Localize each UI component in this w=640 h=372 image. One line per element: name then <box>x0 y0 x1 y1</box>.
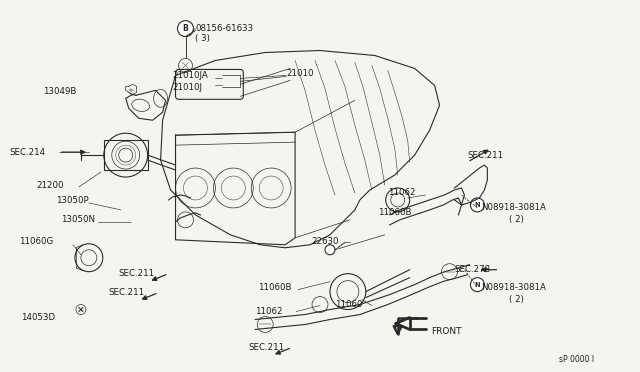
Text: N: N <box>475 282 480 288</box>
Circle shape <box>325 245 335 255</box>
Text: 11060B: 11060B <box>258 283 292 292</box>
Text: 13050P: 13050P <box>56 196 88 205</box>
Circle shape <box>470 278 484 292</box>
Text: 11062: 11062 <box>255 307 283 316</box>
Text: ( 2): ( 2) <box>509 295 524 304</box>
Text: SEC.211: SEC.211 <box>119 269 155 278</box>
Circle shape <box>470 198 484 212</box>
Text: sP 0000 I: sP 0000 I <box>559 355 594 364</box>
Text: B: B <box>182 24 188 33</box>
Text: ( 3): ( 3) <box>195 34 211 43</box>
Circle shape <box>177 20 193 36</box>
Text: ( 2): ( 2) <box>509 215 524 224</box>
Text: 13050N: 13050N <box>61 215 95 224</box>
Text: 14053D: 14053D <box>21 313 55 322</box>
Text: 11062: 11062 <box>388 189 415 198</box>
Text: N08918-3081A: N08918-3081A <box>481 283 547 292</box>
Text: 11060: 11060 <box>335 300 362 309</box>
Text: 11060G: 11060G <box>19 237 53 246</box>
Text: 21010: 21010 <box>286 69 314 78</box>
Text: 22630: 22630 <box>311 237 339 246</box>
Text: SEC.214: SEC.214 <box>9 148 45 157</box>
Text: N08918-3081A: N08918-3081A <box>481 203 547 212</box>
Text: SEC.278: SEC.278 <box>454 265 491 274</box>
Text: 08156-61633: 08156-61633 <box>195 24 253 33</box>
Text: 21010JA: 21010JA <box>173 71 208 80</box>
Text: SEC.211: SEC.211 <box>467 151 504 160</box>
Text: 21010J: 21010J <box>173 83 202 92</box>
Text: FRONT: FRONT <box>431 327 462 336</box>
Text: SEC.211: SEC.211 <box>248 343 284 352</box>
Text: 21200: 21200 <box>36 180 63 189</box>
Text: N: N <box>475 202 480 208</box>
Text: SEC.211: SEC.211 <box>109 288 145 297</box>
Text: 13049B: 13049B <box>43 87 76 96</box>
Text: 11060B: 11060B <box>378 208 412 217</box>
